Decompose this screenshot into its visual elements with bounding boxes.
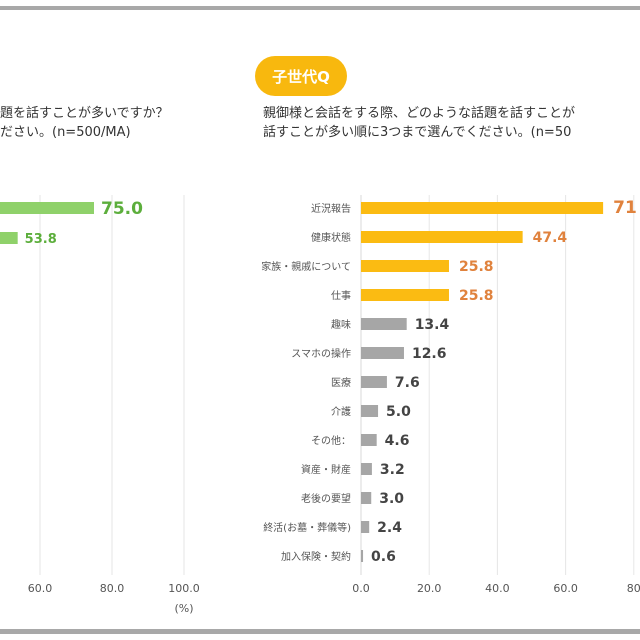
right-category-label: 家族・親戚について <box>261 260 351 273</box>
right-x-tick-label: 0.0 <box>352 582 370 595</box>
left-value-label: 53.8 <box>25 232 57 247</box>
right-bar <box>361 347 404 359</box>
right-bar <box>361 202 604 214</box>
right-bar <box>361 376 387 388</box>
right-value-label: 3.0 <box>379 491 404 507</box>
right-category-label: 老後の要望 <box>301 492 351 505</box>
right-question: 親御様と会話をする際、どのような話題を話すことが 話すことが多い順に3つまで選ん… <box>263 104 575 142</box>
left-x-tick-label: 60.0 <box>28 582 53 595</box>
top-border <box>0 6 640 10</box>
right-category-label: 趣味 <box>331 318 351 331</box>
right-value-label: 12.6 <box>412 346 447 362</box>
child-generation-badge: 子世代Q <box>255 56 347 96</box>
left-question: 題を話すことが多いですか？ ださい。(n=500/MA) <box>0 104 169 142</box>
right-category-label: 介護 <box>331 405 351 418</box>
right-value-label: 25.8 <box>459 288 494 304</box>
right-value-label: 5.0 <box>386 404 411 420</box>
left-bar <box>0 202 94 214</box>
right-x-tick-label: 80 <box>627 582 640 595</box>
left-unit-label: (%) <box>174 602 193 615</box>
right-bar <box>361 260 449 272</box>
right-category-label: 医療 <box>331 376 351 389</box>
right-bar <box>361 550 364 562</box>
left-value-label: 75.0 <box>101 199 143 219</box>
right-bar <box>361 434 377 446</box>
left-question-line-2: ださい。(n=500/MA) <box>0 125 131 140</box>
right-category-label: 終活(お墓・葬儀等) <box>263 521 351 534</box>
right-category-label: 加入保険・契約 <box>281 550 351 563</box>
right-x-tick-label: 40.0 <box>485 582 510 595</box>
right-bar <box>361 492 372 504</box>
right-value-label: 0.6 <box>371 549 396 565</box>
right-value-label: 47.4 <box>533 230 568 246</box>
right-category-label: その他： <box>311 434 351 447</box>
right-category-label: スマホの操作 <box>291 347 351 360</box>
left-question-line-1: 題を話すことが多いですか？ <box>0 106 169 121</box>
left-x-tick-label: 80.0 <box>100 582 125 595</box>
right-bar <box>361 318 407 330</box>
right-category-label: 資産・財産 <box>301 463 351 476</box>
right-bar <box>361 231 523 243</box>
left-bar <box>0 232 18 244</box>
right-x-tick-label: 20.0 <box>417 582 442 595</box>
right-value-label: 71 <box>613 198 637 218</box>
right-bar <box>361 289 449 301</box>
right-value-label: 3.2 <box>380 462 405 478</box>
right-x-tick-label: 60.0 <box>553 582 578 595</box>
right-value-label: 25.8 <box>459 259 494 275</box>
right-bar <box>361 463 372 475</box>
right-question-line-2: 話すことが多い順に3つまで選んでください。(n=50 <box>263 125 572 140</box>
right-category-label: 仕事 <box>331 289 351 302</box>
right-question-line-1: 親御様と会話をする際、どのような話題を話すことが <box>263 106 576 121</box>
bottom-border <box>0 629 640 634</box>
right-category-label: 健康状態 <box>311 231 351 244</box>
right-value-label: 4.6 <box>385 433 410 449</box>
right-bar <box>361 521 370 533</box>
right-category-label: 近況報告 <box>311 202 351 215</box>
right-bar <box>361 405 379 417</box>
right-value-label: 2.4 <box>377 520 402 536</box>
right-value-label: 13.4 <box>415 317 450 333</box>
left-x-tick-label: 100.0 <box>168 582 200 595</box>
right-value-label: 7.6 <box>395 375 420 391</box>
